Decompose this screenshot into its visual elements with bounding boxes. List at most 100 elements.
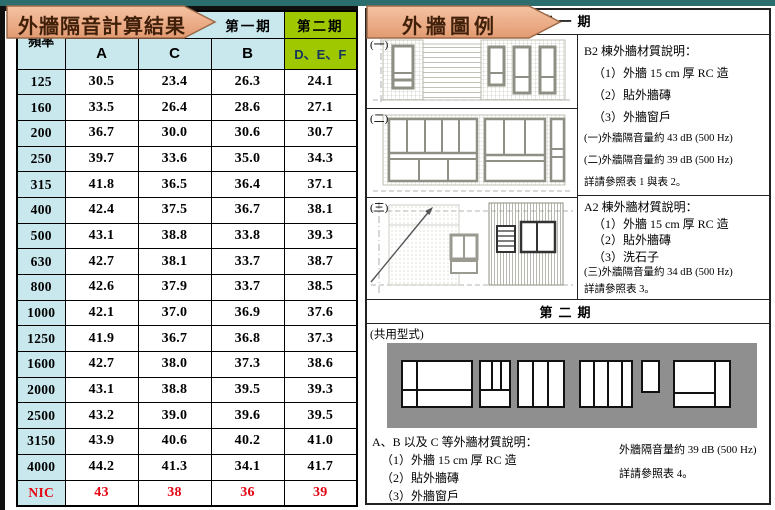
diagram1-label: (一) xyxy=(370,39,389,51)
diagram3-label: (三) xyxy=(370,202,389,214)
banner-arrow-shape xyxy=(6,5,217,39)
value-a: 33.5 xyxy=(64,94,139,121)
frequency-cell: 2000 xyxy=(16,376,66,404)
value-def: 38.5 xyxy=(283,274,358,301)
note-line: (三)外牆隔音量約 34 dB (500 Hz) xyxy=(584,267,733,278)
frequency-cell: 250 xyxy=(16,145,66,173)
note-line: 詳請參照表 1 與表 2。 xyxy=(584,177,687,188)
phase2-area: (共用型式) xyxy=(367,325,769,505)
note-line: （3）洗石子 xyxy=(593,249,660,264)
frequency-cell: 200 xyxy=(16,119,66,147)
value-b: 39.6 xyxy=(210,402,285,430)
frequency-cell: 125 xyxy=(16,68,66,96)
table-row: 400 42.4 37.5 36.7 38.1 xyxy=(16,196,358,224)
value-c: 37.5 xyxy=(137,196,212,224)
value-a: 43.1 xyxy=(64,376,139,404)
nic-value-def: 39 xyxy=(283,479,358,507)
nic-row: NIC 43 38 36 39 xyxy=(16,479,358,507)
note-line: 詳請參照表 3。 xyxy=(584,283,655,295)
value-b: 36.4 xyxy=(210,171,285,198)
column-header-c: C xyxy=(137,37,212,70)
value-a: 42.6 xyxy=(64,274,139,301)
value-b: 33.7 xyxy=(210,274,285,301)
phase2-material-notes: A、B 以及 C 等外牆材質說明： （1）外牆 15 cm 厚 RC 造 （2）貼外… xyxy=(372,433,538,505)
phase1-notes-column: B2 棟外牆材質說明： （1）外牆 15 cm 厚 RC 造 （2）貼外牆磚 （3）外… xyxy=(577,35,769,299)
value-b: 26.3 xyxy=(210,68,285,96)
table-row: 3150 43.9 40.6 40.2 41.0 xyxy=(16,428,358,455)
value-def: 41.7 xyxy=(283,453,358,481)
phase2-header: 第二期 xyxy=(283,10,358,39)
value-c: 39.0 xyxy=(137,402,212,430)
value-b: 33.8 xyxy=(210,222,285,250)
note-line: （1）外牆 15 cm 厚 RC 造 xyxy=(593,216,729,231)
table-row: 315 41.8 36.5 36.4 37.1 xyxy=(16,171,358,198)
table-row: 4000 44.2 41.3 34.1 41.7 xyxy=(16,453,358,481)
shared-type-label: (共用型式) xyxy=(370,329,424,341)
frequency-cell: 630 xyxy=(16,248,66,275)
note-line: （1）外牆 15 cm 厚 RC 造 xyxy=(381,453,517,467)
elevation-drawing-3-icon xyxy=(370,202,573,295)
table-row: 1000 42.1 37.0 36.9 37.6 xyxy=(16,299,358,327)
elevation-diagram-2: (二) xyxy=(367,109,577,198)
value-def: 30.7 xyxy=(283,119,358,147)
value-def: 39.5 xyxy=(283,402,358,430)
value-c: 37.0 xyxy=(137,299,212,327)
table-row: 125 30.5 23.4 26.3 24.1 xyxy=(16,68,358,96)
phase2-db-notes: 外牆隔音量約 39 dB (500 Hz) 詳請參照表 4。 xyxy=(619,443,757,491)
frequency-cell: 500 xyxy=(16,222,66,250)
value-def: 24.1 xyxy=(283,68,358,96)
note-line: （2）貼外牆磚 xyxy=(593,88,672,102)
value-c: 37.9 xyxy=(137,274,212,301)
note-line: （3）外牆窗戶 xyxy=(593,110,672,124)
value-b: 35.0 xyxy=(210,145,285,173)
note-line: （2）貼外牆磚 xyxy=(381,471,460,485)
note-line: 外牆隔音量約 39 dB (500 Hz) xyxy=(619,444,757,456)
note-line: (二)外牆隔音量約 39 dB (500 Hz) xyxy=(584,155,733,166)
elevation-drawing-1-icon xyxy=(373,39,573,105)
value-def: 39.3 xyxy=(283,222,358,250)
value-b: 33.7 xyxy=(210,248,285,275)
value-def: 38.7 xyxy=(283,248,358,275)
frequency-cell: 1250 xyxy=(16,325,66,353)
elevation-diagram-3: (三) xyxy=(367,198,577,299)
value-a: 36.7 xyxy=(64,119,139,147)
note-line: (一)外牆隔音量約 43 dB (500 Hz) xyxy=(584,133,733,144)
top-accent-strip xyxy=(0,0,775,6)
value-a: 42.7 xyxy=(64,248,139,275)
table-row: 1600 42.7 38.0 37.3 38.6 xyxy=(16,351,358,378)
a2-notes-box: A2 棟外牆材質說明： （1）外牆 15 cm 厚 RC 造 （2）貼外牆磚 （3）洗… xyxy=(578,196,769,298)
value-c: 40.6 xyxy=(137,428,212,455)
shared-facade-drawing-icon xyxy=(387,343,757,428)
table-row: 160 33.5 26.4 28.6 27.1 xyxy=(16,94,358,121)
phase2-section-title: 第二期 xyxy=(367,299,769,324)
value-c: 38.8 xyxy=(137,376,212,404)
frequency-cell: 4000 xyxy=(16,453,66,481)
value-def: 38.6 xyxy=(283,351,358,378)
note-line: （2）貼外牆磚 xyxy=(593,233,672,247)
value-c: 38.1 xyxy=(137,248,212,275)
value-a: 42.1 xyxy=(64,299,139,327)
frequency-cell: 800 xyxy=(16,274,66,301)
value-b: 36.7 xyxy=(210,196,285,224)
value-b: 40.2 xyxy=(210,428,285,455)
legend-title: 外牆圖例 xyxy=(402,16,498,38)
table-body: 125 30.5 23.4 26.3 24.1 160 33.5 26.4 28… xyxy=(16,68,358,481)
value-c: 36.5 xyxy=(137,171,212,198)
elevation-drawing-2-icon xyxy=(373,114,573,192)
left-title-banner: 外牆隔音計算結果 xyxy=(6,5,218,39)
value-a: 43.1 xyxy=(64,222,139,250)
value-c: 30.0 xyxy=(137,119,212,147)
value-a: 39.7 xyxy=(64,145,139,173)
nic-label: NIC xyxy=(16,479,66,507)
column-header-a: A xyxy=(64,37,139,70)
column-header-def: D、E、F xyxy=(283,37,358,70)
value-a: 41.8 xyxy=(64,171,139,198)
value-c: 38.8 xyxy=(137,222,212,250)
note-line: （3）外牆窗戶 xyxy=(381,489,460,503)
value-def: 34.3 xyxy=(283,145,358,173)
value-a: 42.7 xyxy=(64,351,139,378)
table-row: 2500 43.2 39.0 39.6 39.5 xyxy=(16,402,358,430)
table-row: 250 39.7 33.6 35.0 34.3 xyxy=(16,145,358,173)
value-c: 36.7 xyxy=(137,325,212,353)
